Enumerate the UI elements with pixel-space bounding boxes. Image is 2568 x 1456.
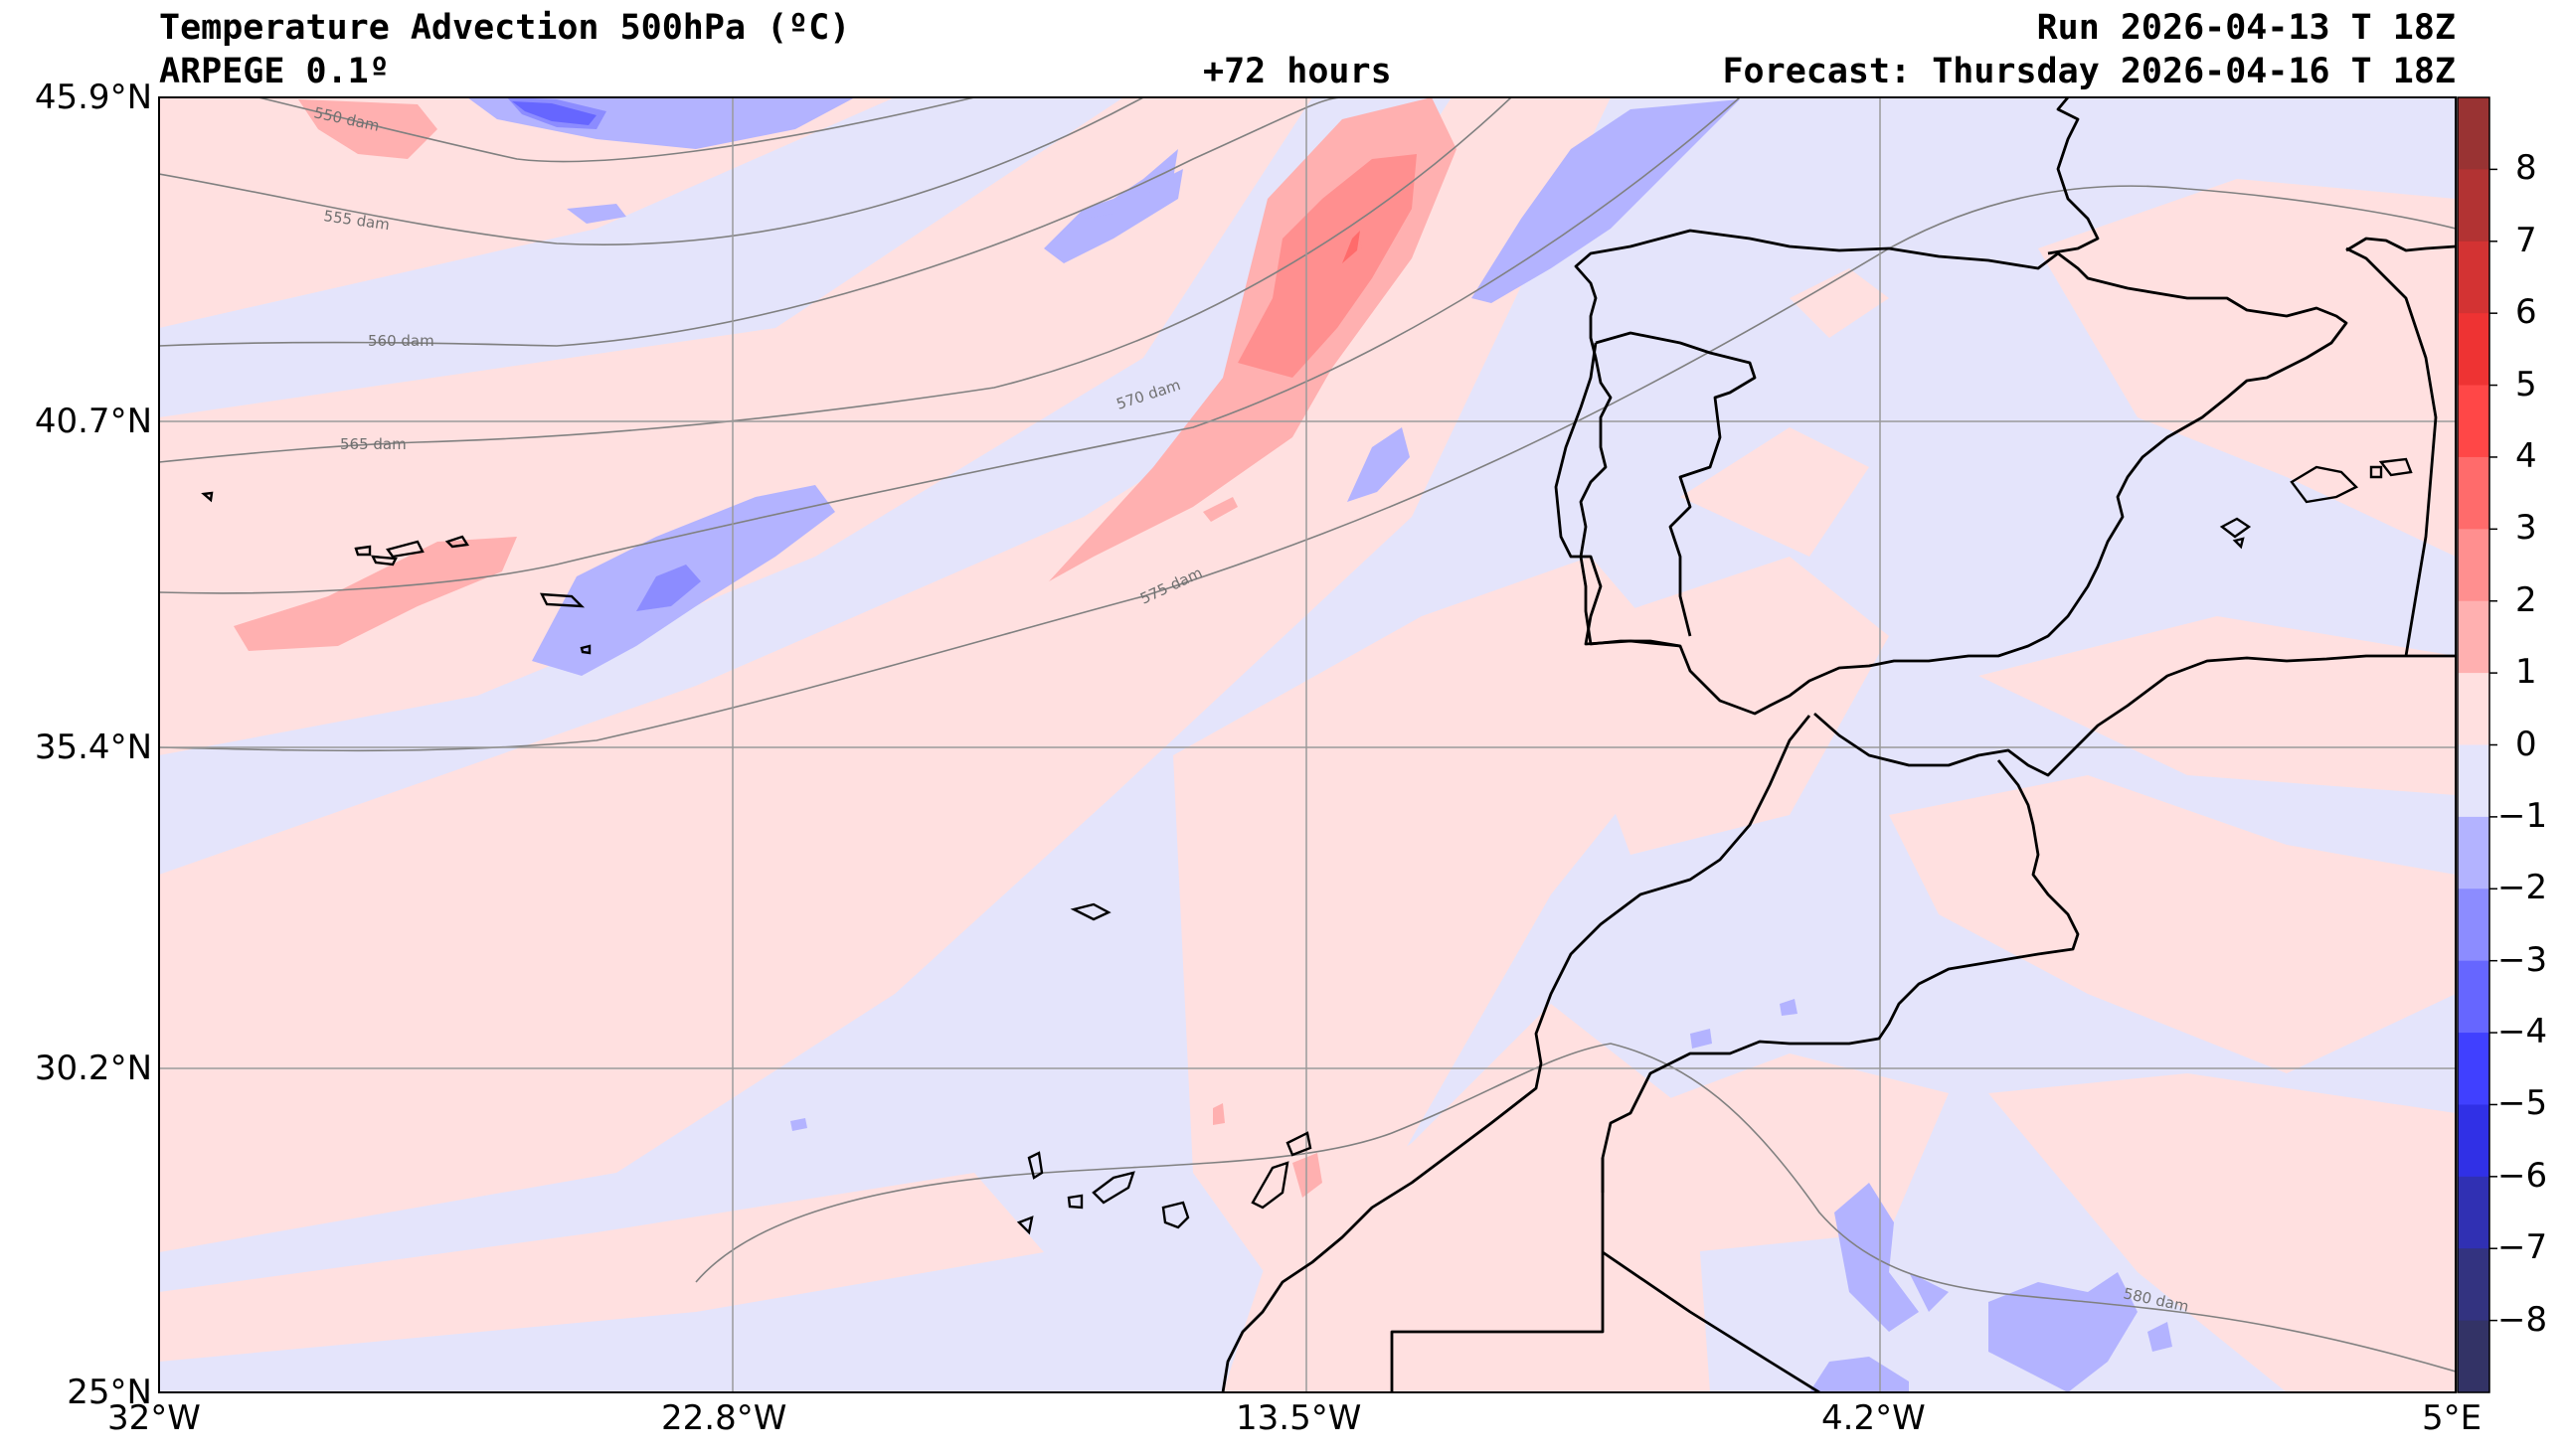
coast-east [2345,246,2438,657]
graticule [159,97,2456,1392]
island-corsica [2369,465,2383,479]
colorbar-segment [2458,816,2489,890]
colorbar-segment [2458,385,2489,458]
colorbar-label: −7 [2497,1227,2548,1268]
lat-label-35-4: 35.4°N [34,728,152,767]
colorbar-frame [2457,96,2490,1393]
border-algeria-mauritania [1602,1250,1820,1392]
colorbar-segment [2458,1033,2489,1106]
island-balearic-mallorca [2290,465,2359,504]
island-balearic-ibiza [2219,517,2252,539]
colorbar-label: 8 [2515,148,2537,189]
colorbar-segment [2458,1320,2489,1393]
island-azores-1 [539,592,586,608]
colorbar-segment [2458,1248,2489,1322]
coast-north-africa [1813,654,2456,777]
colorbar-label: −8 [2497,1299,2548,1340]
island-canary-hierro [1016,1215,1034,1235]
forecast-time: Forecast: Thursday 2026-04-16 T 18Z [1722,52,2456,91]
island-azores-3 [370,555,398,566]
warm-advection-core [1342,231,1360,263]
island-balearic-menorca [2378,457,2413,477]
colorbar-label: −6 [2497,1155,2548,1196]
colorbar-label: −2 [2497,868,2548,908]
lon-label-32w: 32°W [107,1398,201,1438]
colorbar-label: −5 [2497,1083,2548,1124]
contour-label-560: 560 dam [368,332,434,350]
colorbar [2458,97,2497,1393]
colorbar-label: −4 [2497,1012,2548,1052]
colorbar-segment [2458,1176,2489,1249]
island-canary-la-palma [1027,1151,1044,1180]
border-morocco-algeria [1601,759,2080,1193]
island-azores-4 [444,535,470,549]
colorbar-label: −3 [2497,939,2548,980]
colorbar-segment [2458,241,2489,314]
map-area: 550 dam 555 dam 560 dam 565 dam 570 dam … [159,97,2456,1392]
run-time: Run 2026-04-13 T 18Z [2036,8,2456,48]
colorbar-label: 5 [2515,364,2537,404]
colorbar-segment [2458,1104,2489,1178]
colorbar-segment [2458,960,2489,1034]
map-frame [158,96,2457,1393]
colorbar-segment [2458,456,2489,530]
coast-italy [2345,237,2456,252]
island-azores-7 [580,644,592,655]
islands [201,457,2413,1235]
colorbar-segment [2458,673,2489,746]
island-madeira [1070,902,1112,921]
lat-label-25: 25°N [67,1373,152,1412]
island-canary-tenerife [1092,1171,1135,1205]
colorbar-label: 6 [2515,292,2537,333]
colorbar-label: 1 [2515,652,2537,693]
island-canary-lanzarote [1285,1131,1312,1157]
model-name: ARPEGE 0.1º [159,52,390,91]
colorbar-label: 2 [2515,579,2537,620]
colorbar-segment [2458,529,2489,602]
lon-label-4-2w: 4.2°W [1821,1398,1926,1438]
coast-africa [1221,715,1811,1392]
colorbar-segment [2458,97,2489,170]
coast-france [2047,97,2100,255]
lon-label-5e: 5°E [2422,1398,2482,1438]
island-canary-gomera [1067,1194,1084,1210]
colorbar-segment [2458,313,2489,387]
colorbar-segment [2458,744,2489,818]
island-azores-2 [386,540,425,559]
lat-label-40-7: 40.7°N [34,402,152,441]
border-western-sahara [1390,1158,1605,1392]
colorbar-segment [2458,889,2489,962]
island-canary-gran-canaria [1161,1201,1190,1229]
island-azores-6 [201,491,214,503]
colorbar-label: 3 [2515,508,2537,549]
colorbar-segment [2458,169,2489,243]
lat-label-45-9: 45.9°N [34,78,152,117]
lon-label-22-8w: 22.8°W [661,1398,787,1438]
colorbar-label: 4 [2515,435,2537,476]
coastlines [1221,97,2456,1392]
lon-label-13-5w: 13.5°W [1236,1398,1362,1438]
island-canary-fuerteventura [1251,1161,1289,1210]
island-azores-5 [354,545,372,557]
colorbar-segment [2458,600,2489,674]
map-title: Temperature Advection 500hPa (ºC) [159,8,851,48]
colorbar-label: 7 [2515,220,2537,260]
lead-time: +72 hours [1203,52,1392,91]
colorbar-label: 0 [2515,724,2537,764]
cold-advection-core [512,101,597,125]
border-portugal [1595,331,1757,637]
coast-portugal [1554,342,1681,648]
coast-iberia [1574,229,2348,716]
island-balearic-formentera [2232,537,2245,550]
colorbar-label: −1 [2497,795,2548,836]
geopotential-contours [159,97,2456,1373]
contour-label-565: 565 dam [340,435,407,453]
lat-label-30-2: 30.2°N [34,1049,152,1088]
